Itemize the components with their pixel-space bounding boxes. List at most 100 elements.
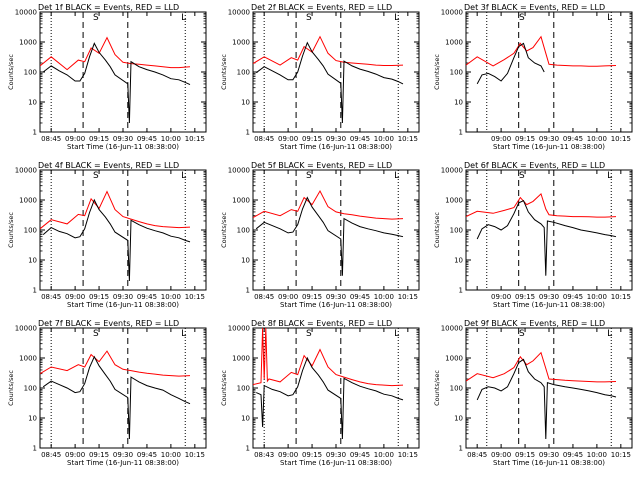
- panel-title: Det 9f BLACK = Events, RED = LLD: [464, 319, 605, 328]
- y-tick-label: 100: [450, 227, 463, 235]
- event-marker-l: L: [394, 329, 399, 339]
- x-tick-label: 08:43: [254, 451, 274, 459]
- chart-panel-5: Det 5f BLACK = Events, RED = LLD 1 10 100 10…: [220, 161, 420, 309]
- y-tick-label: 1000: [232, 197, 250, 205]
- plot-frame: [39, 327, 207, 449]
- x-tick-label: 10:00: [587, 293, 607, 301]
- y-axis-label: Counts/sec: [220, 212, 228, 248]
- event-marker-s: S: [306, 329, 312, 339]
- event-marker-l: L: [607, 13, 612, 23]
- x-tick-label: 10:00: [374, 293, 394, 301]
- x-tick-label: 09:45: [137, 293, 157, 301]
- y-tick-label: 1000: [19, 355, 37, 363]
- x-tick-label: 09:30: [326, 293, 346, 301]
- chart-panel-6: Det 6f BLACK = Events, RED = LLD 1 10 100 10…: [433, 161, 633, 309]
- x-tick-label: 09:30: [113, 451, 133, 459]
- x-tick-label: 09:15: [89, 451, 109, 459]
- chart-panel-8: Det 8f BLACK = Events, RED = LLD 1 10 100 10…: [220, 319, 420, 467]
- y-tick-label: 1: [33, 445, 37, 453]
- x-tick-label: 10:15: [185, 293, 205, 301]
- x-tick-label: 10:00: [161, 293, 181, 301]
- event-marker-s: S: [306, 171, 312, 181]
- panel-title: Det 2f BLACK = Events, RED = LLD: [251, 3, 392, 12]
- y-tick-label: 10000: [228, 167, 250, 175]
- lld-series-line: [253, 328, 404, 387]
- y-tick-label: 10: [241, 415, 250, 423]
- y-tick-label: 1000: [232, 39, 250, 47]
- x-tick-label: 09:15: [302, 293, 322, 301]
- y-axis-label: Counts/sec: [7, 54, 15, 90]
- y-tick-label: 1000: [232, 355, 250, 363]
- y-tick-label: 100: [450, 385, 463, 393]
- x-axis-label: Start Time (16-Jun-11 08:38:00): [67, 459, 179, 467]
- x-axis-label: Start Time (16-Jun-11 08:38:00): [67, 301, 179, 309]
- chart-panel-2: Det 2f BLACK = Events, RED = LLD 1 10 100 10…: [220, 3, 420, 151]
- y-tick-label: 10: [454, 99, 463, 107]
- event-marker-l: L: [181, 13, 186, 23]
- x-tick-label: 10:00: [587, 135, 607, 143]
- event-marker-s: S: [306, 13, 312, 23]
- plot-frame: [465, 327, 633, 449]
- lld-series-line: [253, 189, 404, 220]
- y-tick-label: 100: [237, 227, 250, 235]
- x-axis-label: Start Time (16-Jun-11 08:38:00): [280, 143, 392, 151]
- plot-frame: [252, 169, 420, 291]
- x-tick-label: 09:45: [350, 135, 370, 143]
- x-tick-label: 09:00: [65, 293, 85, 301]
- x-tick-label: 09:45: [563, 293, 583, 301]
- plot-frame: [252, 327, 420, 449]
- lld-series-line: [40, 350, 191, 377]
- events-series-line: [476, 42, 545, 85]
- x-axis-label: Start Time (16-Jun-11 08:38:00): [67, 143, 179, 151]
- event-marker-s: S: [519, 13, 525, 23]
- x-tick-label: 10:00: [161, 451, 181, 459]
- y-tick-label: 1: [33, 129, 37, 137]
- y-tick-label: 10000: [228, 325, 250, 333]
- x-tick-label: 10:15: [398, 451, 418, 459]
- lld-series-line: [466, 192, 617, 218]
- events-series-line: [42, 355, 191, 440]
- plot-frame: [39, 11, 207, 133]
- plot-frame: [465, 11, 633, 133]
- y-tick-label: 100: [24, 385, 37, 393]
- panel-title: Det 4f BLACK = Events, RED = LLD: [38, 161, 179, 170]
- y-tick-label: 1: [459, 129, 463, 137]
- x-tick-label: 09:30: [539, 135, 559, 143]
- y-tick-label: 10000: [15, 9, 37, 17]
- x-tick-label: 09:30: [113, 135, 133, 143]
- y-tick-label: 10000: [228, 9, 250, 17]
- event-marker-l: L: [181, 171, 186, 181]
- x-tick-label: 09:30: [113, 293, 133, 301]
- x-tick-label: 09:15: [302, 451, 322, 459]
- y-tick-label: 1: [459, 287, 463, 295]
- x-tick-label: 08:45: [467, 451, 487, 459]
- x-tick-label: 09:00: [491, 135, 511, 143]
- x-axis-label: Start Time (16-Jun-11 08:38:00): [280, 459, 392, 467]
- x-tick-label: 10:00: [161, 135, 181, 143]
- x-tick-label: 10:15: [185, 135, 205, 143]
- y-tick-label: 10000: [15, 325, 37, 333]
- x-tick-label: 09:30: [326, 135, 346, 143]
- x-tick-label: 09:15: [515, 451, 535, 459]
- y-tick-label: 100: [24, 227, 37, 235]
- x-tick-label: 10:15: [398, 135, 418, 143]
- x-tick-label: 08:45: [254, 135, 274, 143]
- x-tick-label: 10:15: [185, 451, 205, 459]
- x-tick-label: 09:30: [539, 293, 559, 301]
- y-tick-label: 100: [24, 69, 37, 77]
- x-tick-label: 09:00: [65, 135, 85, 143]
- x-tick-label: 09:45: [563, 135, 583, 143]
- y-tick-label: 1000: [445, 39, 463, 47]
- lld-series-line: [40, 190, 191, 230]
- y-axis-label: Counts/sec: [433, 212, 441, 248]
- events-series-line: [42, 42, 191, 124]
- plot-frame: [252, 11, 420, 133]
- y-tick-label: 1000: [445, 355, 463, 363]
- chart-panel-7: Det 7f BLACK = Events, RED = LLD 1 10 100 10…: [7, 319, 207, 467]
- y-tick-label: 1: [459, 445, 463, 453]
- y-tick-label: 10000: [15, 167, 37, 175]
- x-tick-label: 09:00: [491, 451, 511, 459]
- x-tick-label: 08:45: [41, 293, 61, 301]
- y-tick-label: 1000: [19, 197, 37, 205]
